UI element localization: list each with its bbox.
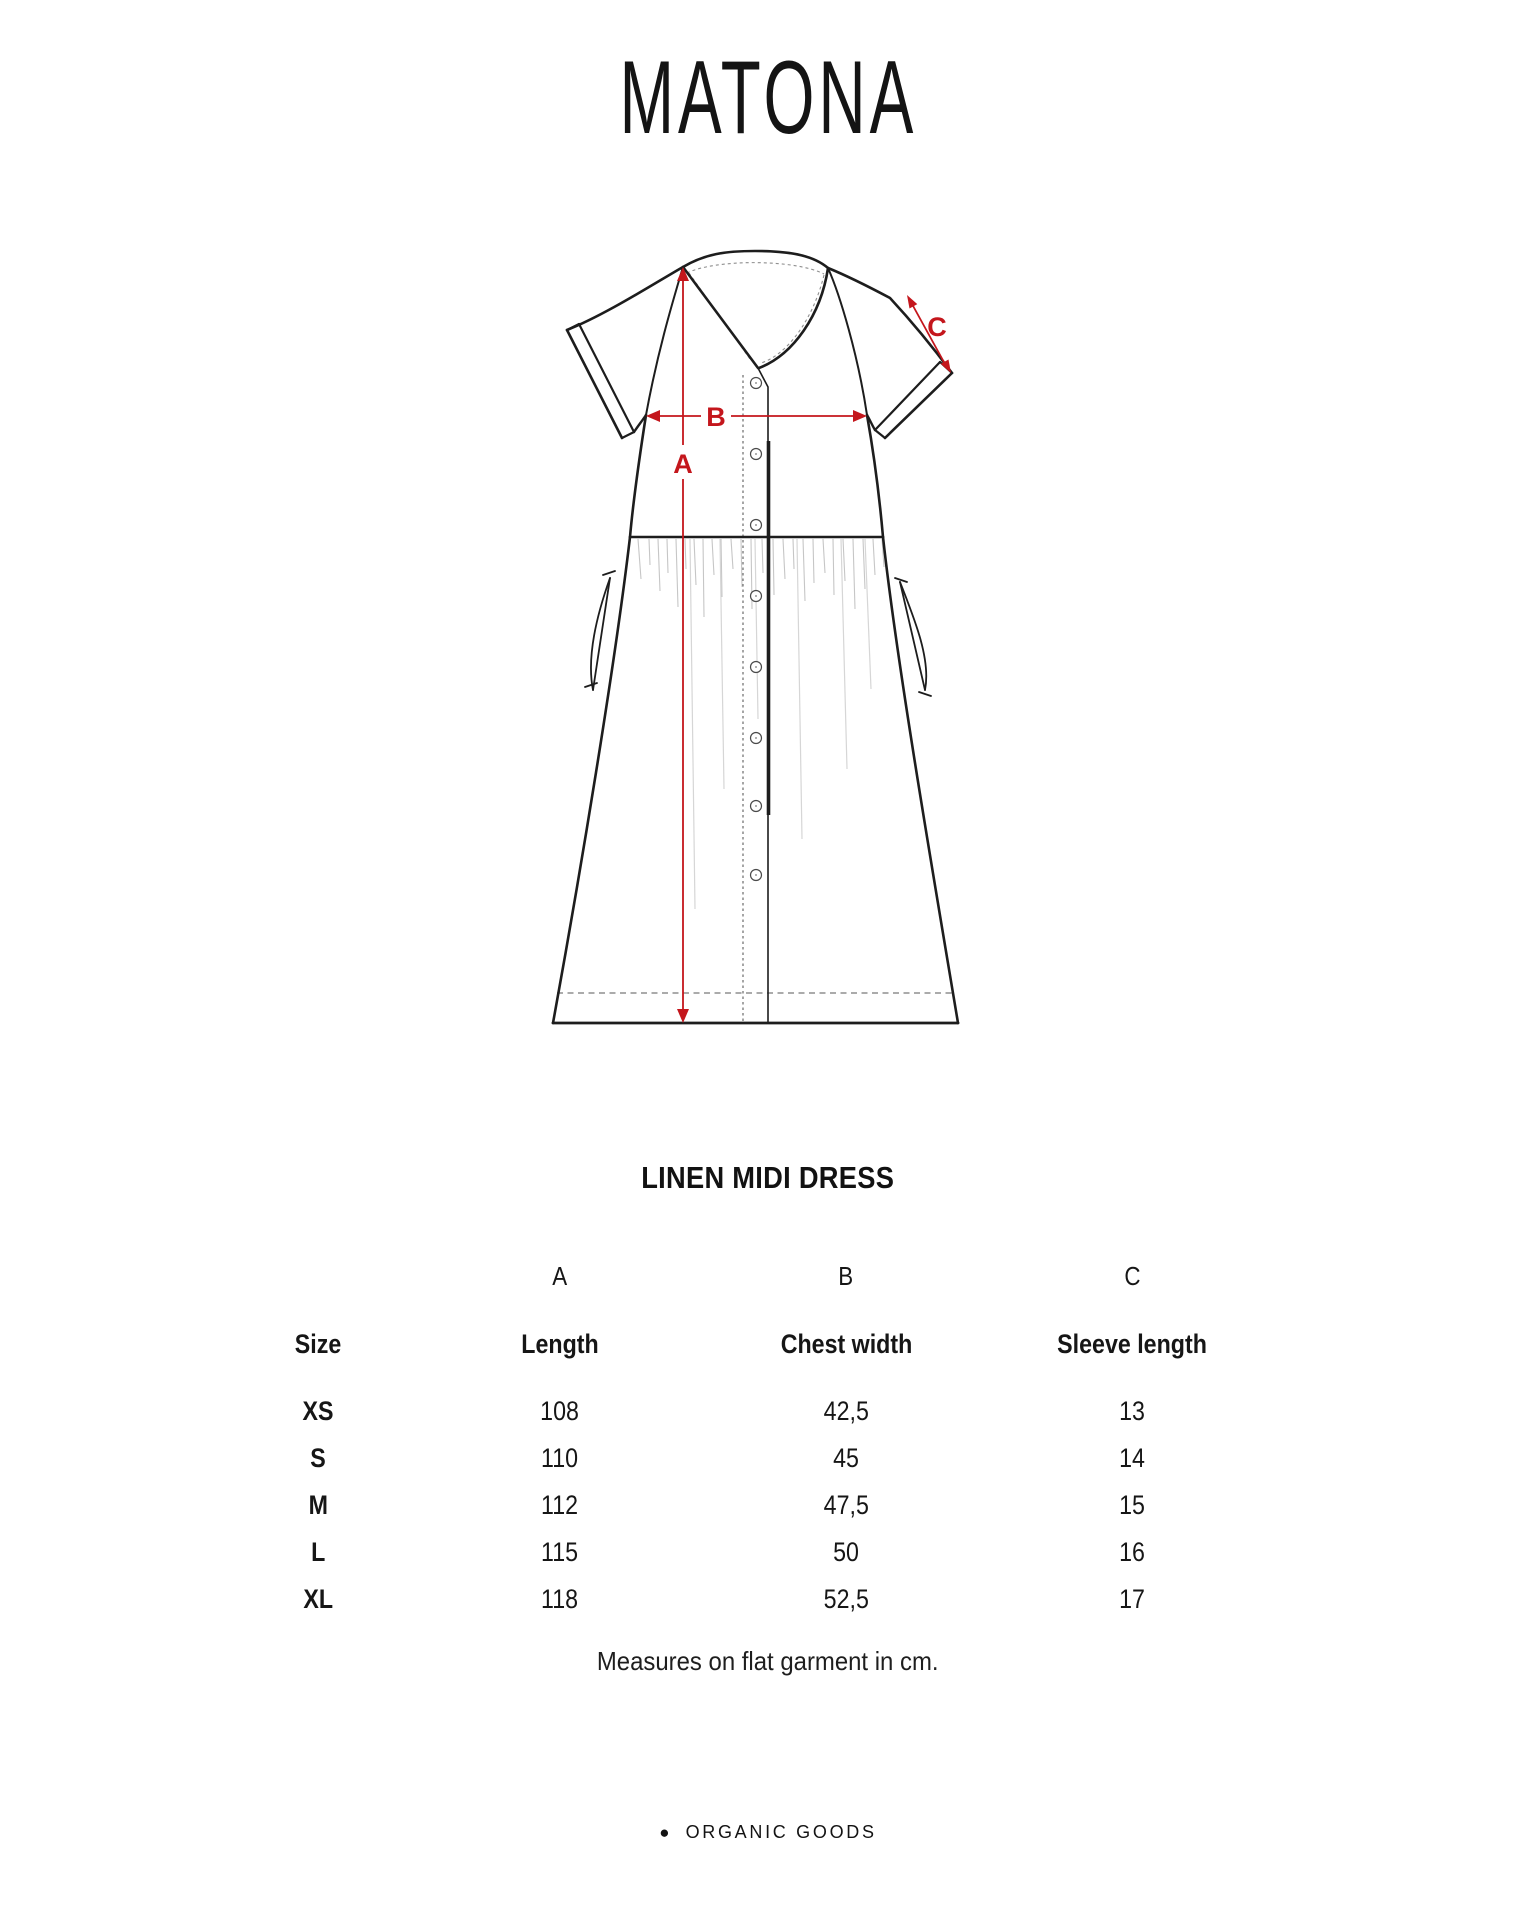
row-s-length: 110 (541, 1443, 579, 1473)
brand-logo: MATONA (0, 46, 1536, 150)
measurement-b: B (646, 399, 867, 433)
arrowhead-down-icon (677, 1009, 689, 1023)
footer: ● ORGANIC GOODS (0, 1822, 1536, 1843)
row-xl-sleeve-length: 17 (1119, 1584, 1145, 1614)
row-s-chest-width: 45 (833, 1443, 859, 1473)
arrowhead-downright-icon (940, 359, 951, 373)
column-letter-b: B (838, 1260, 854, 1291)
row-xs-size: XS (302, 1396, 334, 1426)
pockets (584, 570, 932, 697)
garment-outline (551, 249, 960, 1025)
row-xl-size: XL (303, 1584, 333, 1614)
size-chart-table: A B C Size Length Chest width Sleeve len… (0, 1252, 1536, 1623)
arrowhead-right-icon (853, 410, 867, 422)
row-xl-chest-width: 52,5 (823, 1584, 869, 1614)
measure-label-b: B (706, 402, 726, 432)
row-s-sleeve-length: 14 (1119, 1443, 1145, 1473)
row-l-size: L (310, 1537, 326, 1567)
row-xl-length: 118 (541, 1584, 579, 1614)
measurement-c: C (907, 295, 951, 373)
row-m-length: 112 (541, 1490, 579, 1520)
measure-label-a: A (673, 449, 693, 479)
row-xs-sleeve-length: 13 (1119, 1396, 1145, 1426)
waist-gathers (637, 538, 885, 910)
footer-label: ORGANIC GOODS (685, 1822, 877, 1842)
brand-logo-text: MATONA (619, 40, 917, 156)
row-l-chest-width: 50 (833, 1537, 859, 1567)
arrowhead-up-icon (677, 267, 689, 281)
arrowhead-upleft-icon (907, 295, 918, 309)
button-holes (755, 382, 757, 876)
measurement-note: Measures on flat garment in cm. (597, 1646, 939, 1676)
size-chart-grid: A B C Size Length Chest width Sleeve len… (190, 1252, 1246, 1623)
facing-stitch-lines (557, 262, 955, 994)
header-size: Size (294, 1328, 342, 1359)
arrowhead-left-icon (646, 410, 660, 422)
row-xs-chest-width: 42,5 (823, 1396, 869, 1426)
row-xs-length: 108 (540, 1396, 580, 1426)
column-letter-c: C (1123, 1260, 1141, 1291)
dress-diagram: A B C (545, 235, 975, 1035)
row-s-size: S (310, 1443, 326, 1473)
dress-technical-drawing: A B C (551, 249, 960, 1025)
header-length: Length (521, 1328, 599, 1359)
bullet-icon: ● (659, 1823, 670, 1842)
row-m-size: M (308, 1490, 328, 1520)
header-sleeve-length: Sleeve length (1057, 1328, 1207, 1359)
row-l-sleeve-length: 16 (1119, 1537, 1145, 1567)
column-letter-blank (190, 1252, 446, 1300)
row-m-chest-width: 47,5 (823, 1490, 869, 1520)
row-m-sleeve-length: 15 (1119, 1490, 1145, 1520)
column-letter-a: A (552, 1260, 568, 1291)
header-chest-width: Chest width (780, 1328, 912, 1359)
product-title: LINEN MIDI DRESS (641, 1160, 895, 1195)
measure-label-c: C (927, 312, 947, 342)
row-l-length: 115 (541, 1537, 579, 1567)
button-placket (742, 367, 771, 1022)
measurement-a: A (669, 267, 697, 1023)
